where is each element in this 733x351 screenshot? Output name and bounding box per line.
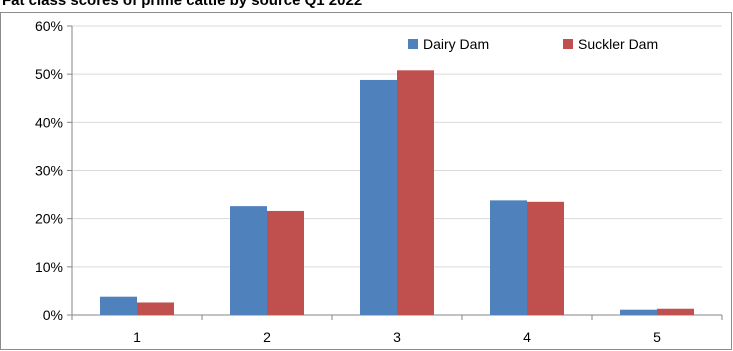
chart-frame bbox=[0, 12, 732, 350]
x-tick-label: 1 bbox=[133, 329, 141, 345]
bar-suckler-dam bbox=[137, 302, 174, 315]
bar-suckler-dam bbox=[657, 308, 694, 315]
legend-label: Dairy Dam bbox=[423, 36, 489, 52]
bar-dairy-dam bbox=[100, 296, 137, 315]
bar-dairy-dam bbox=[230, 206, 267, 315]
x-tick-label: 4 bbox=[523, 329, 531, 345]
y-tick-label: 60% bbox=[35, 18, 63, 34]
bar-dairy-dam bbox=[360, 79, 397, 316]
bar-suckler-dam bbox=[397, 70, 434, 316]
x-tick-label: 3 bbox=[393, 329, 401, 345]
x-tick-label: 5 bbox=[653, 329, 661, 345]
y-axis: 0% 10% 20% 30% 40% 50% 60% bbox=[35, 18, 73, 323]
bar-suckler-dam bbox=[527, 201, 564, 315]
y-tick-label: 30% bbox=[35, 163, 63, 179]
legend: Dairy Dam Suckler Dam bbox=[408, 36, 658, 52]
y-tick-label: 50% bbox=[35, 66, 63, 82]
y-tick-label: 10% bbox=[35, 259, 63, 275]
legend-swatch bbox=[563, 39, 573, 49]
bar-suckler-dam bbox=[267, 210, 304, 315]
y-tick-label: 0% bbox=[43, 307, 63, 323]
chart-title: Fat class scores of prime cattle by sour… bbox=[2, 0, 363, 9]
bar-dairy-dam bbox=[620, 309, 657, 315]
x-tick-label: 2 bbox=[263, 329, 271, 345]
y-tick-label: 20% bbox=[35, 211, 63, 227]
legend-label: Suckler Dam bbox=[578, 36, 658, 52]
bar-dairy-dam bbox=[490, 200, 527, 315]
y-tick-label: 40% bbox=[35, 114, 63, 130]
x-axis: 1 2 3 4 5 bbox=[71, 314, 723, 345]
bars bbox=[100, 70, 694, 316]
legend-swatch bbox=[408, 39, 418, 49]
